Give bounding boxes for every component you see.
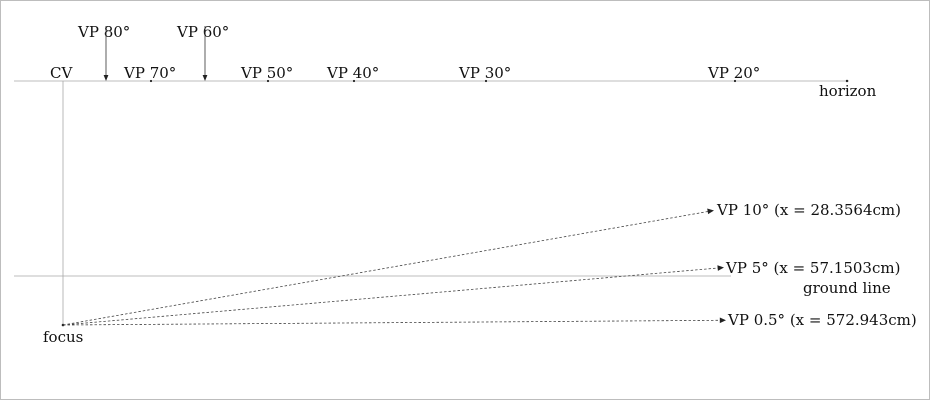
vp-40-label: VP 40°: [326, 64, 379, 82]
vp-10-value: 28.3564: [810, 201, 872, 219]
ray-vp-0-5-arrowhead: [719, 317, 726, 324]
vp-40-dot: [352, 79, 356, 83]
ray-vp-5: VP 5° (x = 57.1503cm): [62, 259, 900, 326]
ground-line-label: ground line: [803, 279, 891, 297]
vp-50-label: VP 50°: [240, 64, 293, 82]
vp-50: VP 50°: [240, 64, 293, 83]
vp-5-unit: cm): [872, 259, 900, 277]
ray-vp-5-arrowhead: [717, 265, 724, 271]
vp-50-dot: [266, 79, 270, 83]
ray-vp-5-line: [62, 267, 719, 326]
vp-60-label: VP 60°: [176, 23, 229, 41]
vp-30: VP 30°: [458, 64, 511, 83]
vp-5-value: 57.1503: [810, 259, 872, 277]
vp-80-label: VP 80°: [77, 23, 130, 41]
vp-5-label: VP 5° (x = 57.1503cm): [725, 259, 900, 277]
vp-0-5-prefix: VP 0.5° (x =: [727, 311, 826, 329]
cv-label: CV: [50, 64, 73, 82]
ray-vp-10-line: [62, 211, 709, 326]
focus-rays: VP 10° (x = 28.3564cm) VP 5° (x = 57.150…: [62, 201, 917, 329]
vp-80-arrowhead: [103, 75, 109, 81]
horizon-label: horizon: [819, 82, 877, 100]
focus-label: focus: [43, 328, 83, 346]
vp-0-5-label: VP 0.5° (x = 572.943cm): [727, 311, 917, 329]
vp-70-dot: [149, 79, 153, 83]
vp-70-label: VP 70°: [123, 64, 176, 82]
vp-70: VP 70°: [123, 64, 176, 83]
vp-40: VP 40°: [326, 64, 379, 83]
vp-5-prefix: VP 5° (x =: [725, 259, 810, 277]
vp-10-label: VP 10° (x = 28.3564cm): [716, 201, 901, 219]
vp-80: VP 80°: [77, 23, 130, 81]
horizon-end-mark: [845, 79, 849, 83]
vp-30-label: VP 30°: [458, 64, 511, 82]
vp-20-label: VP 20°: [707, 64, 760, 82]
vp-10-unit: cm): [873, 201, 901, 219]
ray-vp-0-5-line: [62, 319, 721, 326]
vp-30-dot: [484, 79, 488, 83]
vp-20-dot: [733, 79, 737, 83]
horizon-vp-list: VP 70° VP 50° VP 40° VP 30° VP 20°: [123, 64, 760, 83]
vp-60-arrowhead: [202, 75, 208, 81]
vp-20: VP 20°: [707, 64, 760, 83]
vp-10-prefix: VP 10° (x =: [716, 201, 810, 219]
vp-60: VP 60°: [176, 23, 229, 81]
vp-0-5-unit: cm): [888, 311, 916, 329]
vp-0-5-value: 572.943: [826, 311, 888, 329]
raised-vp-list: VP 80° VP 60°: [77, 23, 229, 81]
ray-vp-10: VP 10° (x = 28.3564cm): [62, 201, 901, 326]
ray-vp-0-5: VP 0.5° (x = 572.943cm): [62, 311, 917, 329]
ray-vp-10-arrowhead: [707, 208, 714, 215]
